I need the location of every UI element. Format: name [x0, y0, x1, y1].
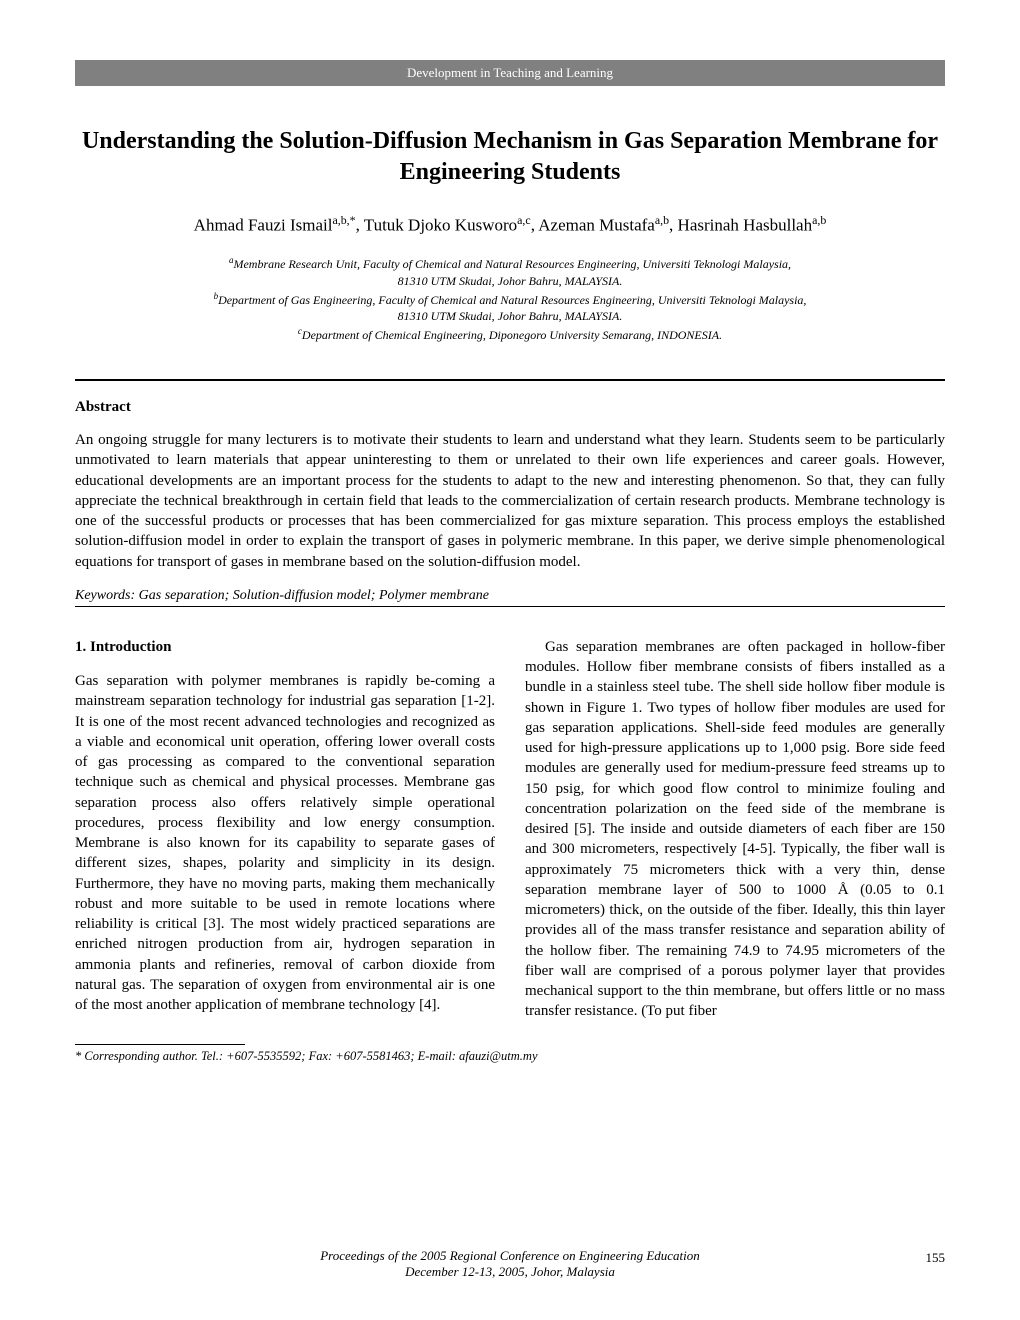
affiliations: aMembrane Research Unit, Faculty of Chem… — [75, 254, 945, 344]
column-left-text: Gas separation with polymer membranes is… — [75, 671, 495, 1015]
keywords: Keywords: Gas separation; Solution-diffu… — [75, 588, 945, 604]
footer-proceedings: Proceedings of the 2005 Regional Confere… — [75, 1248, 945, 1280]
page-number: 155 — [926, 1250, 946, 1266]
column-right-text: Gas separation membranes are often packa… — [525, 637, 945, 1022]
abstract-text: An ongoing struggle for many lecturers i… — [75, 430, 945, 572]
authors: Ahmad Fauzi Ismaila,b,*, Tutuk Djoko Kus… — [75, 213, 945, 236]
abstract-heading: Abstract — [75, 399, 945, 416]
paper-title: Understanding the Solution-Diffusion Mec… — [75, 126, 945, 188]
column-right: Gas separation membranes are often packa… — [525, 637, 945, 1022]
section-heading-intro: 1. Introduction — [75, 637, 495, 657]
footnote-divider — [75, 1044, 245, 1045]
footnote: * Corresponding author. Tel.: +607-55355… — [75, 1049, 945, 1064]
body-columns: 1. Introduction Gas separation with poly… — [75, 637, 945, 1022]
column-left: 1. Introduction Gas separation with poly… — [75, 637, 495, 1022]
divider-keywords — [75, 606, 945, 607]
divider-top — [75, 379, 945, 381]
header-bar: Development in Teaching and Learning — [75, 60, 945, 86]
footer: Proceedings of the 2005 Regional Confere… — [75, 1248, 945, 1280]
